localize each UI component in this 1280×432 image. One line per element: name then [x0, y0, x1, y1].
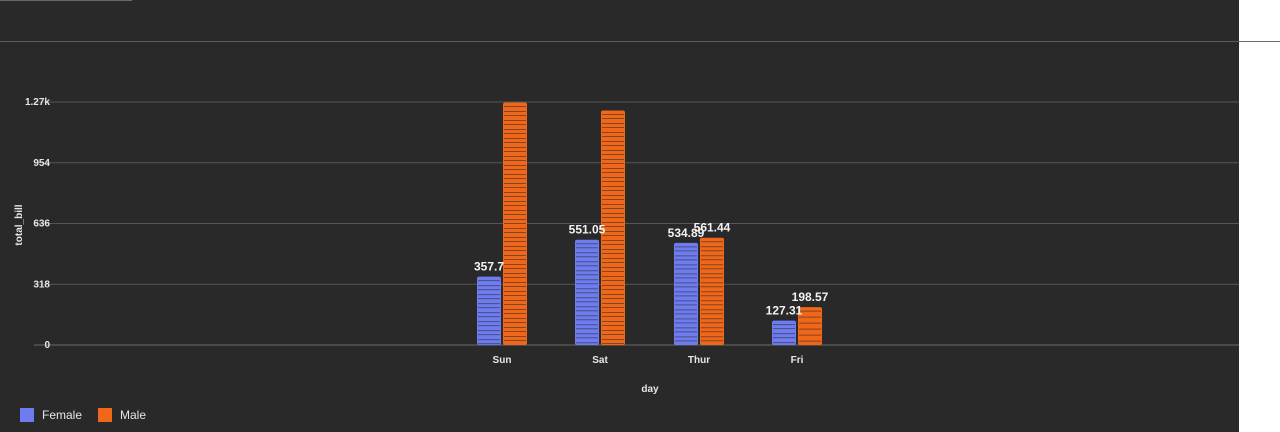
x-tick-label: Sat: [592, 355, 608, 366]
data-label: 198.57: [792, 290, 829, 304]
y-tick-label: 636: [33, 219, 50, 230]
data-label: 561.44: [694, 221, 731, 235]
bar-female-thur[interactable]: [674, 242, 698, 345]
header-divider: [0, 41, 1239, 42]
tab-indicator: [0, 0, 132, 1]
bar-male-fri[interactable]: [798, 307, 822, 345]
y-tick-label: 1.27k: [25, 97, 50, 108]
data-label: 534.89: [668, 226, 705, 240]
bar-male-sat[interactable]: [601, 110, 625, 345]
grid-lines: [34, 101, 1239, 346]
legend: Female Male: [20, 408, 146, 422]
y-tick-label: 0: [44, 340, 50, 351]
bar-female-sun[interactable]: [477, 276, 501, 345]
bar-chart: 0 318 636 954 1.27k 357.7 551.05 534.89 127.31 5…: [14, 97, 1239, 395]
legend-item-female[interactable]: Female: [20, 408, 82, 422]
data-label: 551.05: [569, 223, 606, 237]
y-axis-title: total_bill: [14, 204, 25, 245]
bar-body: [674, 242, 698, 345]
bar-male-thur[interactable]: [700, 237, 724, 345]
bar-body: [601, 110, 625, 345]
x-tick-label: Thur: [688, 355, 710, 366]
y-tick-label: 954: [33, 158, 50, 169]
x-axis-title: day: [641, 384, 659, 395]
y-tick-label: 318: [33, 279, 50, 290]
bar-female-sat[interactable]: [575, 239, 599, 345]
legend-label-male: Male: [120, 408, 147, 422]
chart-panel: 0 318 636 954 1.27k 357.7 551.05 534.89 127.31 5…: [0, 0, 1239, 432]
data-label: 357.7: [474, 260, 504, 274]
legend-swatch-female: [20, 408, 34, 422]
y-axis-ticks: 0 318 636 954 1.27k: [25, 97, 50, 351]
bar-male-sun[interactable]: [503, 102, 527, 346]
data-label: 127.31: [766, 304, 803, 318]
bar-female-fri[interactable]: [772, 320, 796, 345]
bars: [477, 102, 822, 346]
legend-item-male[interactable]: Male: [98, 408, 146, 422]
bar-body: [772, 320, 796, 345]
x-tick-label: Sun: [493, 355, 512, 366]
data-labels: 357.7 551.05 534.89 127.31 561.44 198.57: [474, 221, 829, 318]
legend-swatch-male: [98, 408, 113, 422]
x-axis-ticks: Sun Sat Thur Fri: [493, 355, 804, 366]
legend-label-female: Female: [42, 408, 83, 422]
x-tick-label: Fri: [791, 355, 804, 366]
outer-divider: [1239, 41, 1280, 42]
bar-body: [477, 276, 501, 345]
